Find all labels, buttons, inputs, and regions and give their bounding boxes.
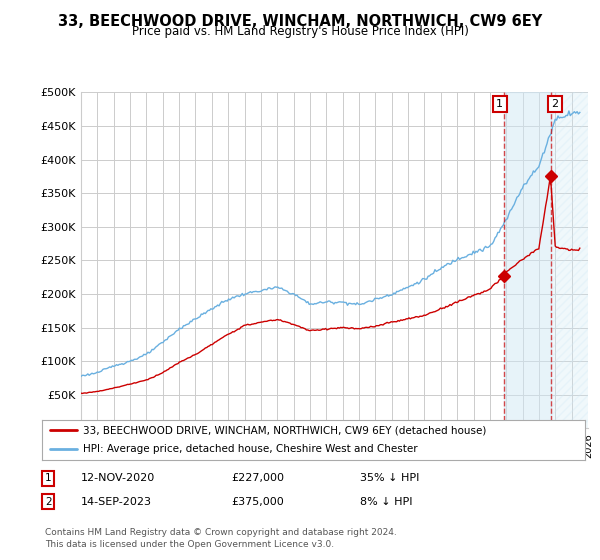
Text: 8% ↓ HPI: 8% ↓ HPI bbox=[360, 497, 413, 507]
Text: 35% ↓ HPI: 35% ↓ HPI bbox=[360, 473, 419, 483]
Text: 2: 2 bbox=[45, 497, 52, 507]
Text: 12-NOV-2020: 12-NOV-2020 bbox=[81, 473, 155, 483]
Text: 33, BEECHWOOD DRIVE, WINCHAM, NORTHWICH, CW9 6EY: 33, BEECHWOOD DRIVE, WINCHAM, NORTHWICH,… bbox=[58, 14, 542, 29]
Text: 2: 2 bbox=[551, 99, 559, 109]
Bar bbox=[551, 92, 588, 428]
Text: £227,000: £227,000 bbox=[231, 473, 284, 483]
Text: This data is licensed under the Open Government Licence v3.0.: This data is licensed under the Open Gov… bbox=[45, 540, 334, 549]
Text: 14-SEP-2023: 14-SEP-2023 bbox=[81, 497, 152, 507]
Text: HPI: Average price, detached house, Cheshire West and Chester: HPI: Average price, detached house, Ches… bbox=[83, 444, 418, 454]
Text: Price paid vs. HM Land Registry's House Price Index (HPI): Price paid vs. HM Land Registry's House … bbox=[131, 25, 469, 38]
Text: Contains HM Land Registry data © Crown copyright and database right 2024.: Contains HM Land Registry data © Crown c… bbox=[45, 528, 397, 536]
Text: 1: 1 bbox=[45, 473, 52, 483]
Text: 33, BEECHWOOD DRIVE, WINCHAM, NORTHWICH, CW9 6EY (detached house): 33, BEECHWOOD DRIVE, WINCHAM, NORTHWICH,… bbox=[83, 425, 486, 435]
Text: £375,000: £375,000 bbox=[231, 497, 284, 507]
Bar bbox=[504, 92, 551, 428]
Text: 1: 1 bbox=[496, 99, 503, 109]
